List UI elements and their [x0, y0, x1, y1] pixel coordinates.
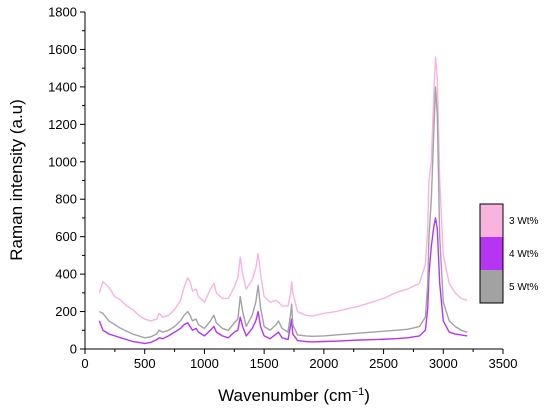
series-line-1	[98, 56, 468, 322]
x-tick-label: 2000	[309, 356, 338, 371]
x-tick-label: 1500	[250, 356, 279, 371]
legend-label-2: 4 Wt%	[509, 249, 539, 260]
y-tick-label: 1600	[48, 42, 77, 57]
x-axis-title-close: )	[364, 386, 370, 405]
y-tick-label: 1800	[48, 5, 77, 20]
legend-swatch-3	[480, 270, 503, 303]
y-tick-label: 400	[55, 267, 77, 282]
y-tick-label: 1400	[48, 79, 77, 94]
legend: 3 Wt% 4 Wt% 5 Wt%	[479, 203, 539, 304]
y-axis-title: Raman intensity (a.u)	[7, 99, 26, 261]
ticks-layer: 0 500 1000 1500 2000 2500 3000 3500 0 200 400 600 80…	[48, 5, 517, 372]
y-tick-label: 1200	[48, 117, 77, 132]
y-tick-label: 800	[55, 192, 77, 207]
y-tick-label: 1000	[48, 154, 77, 169]
series-layer	[98, 56, 468, 345]
x-tick-label: 1000	[190, 356, 219, 371]
y-tick-label: 600	[55, 229, 77, 244]
x-axis-title-main: Wavenumber (cm	[218, 386, 352, 405]
x-tick-label: 0	[81, 356, 88, 371]
x-tick-label: 3500	[489, 356, 518, 371]
x-axis-title-sup: −1	[352, 386, 365, 398]
x-axis-title: Wavenumber (cm−1)	[218, 386, 370, 405]
x-tick-label: 500	[134, 356, 156, 371]
legend-swatch-2	[480, 237, 503, 270]
series-line-2	[98, 217, 468, 345]
y-tick-label: 0	[70, 342, 77, 357]
series-line-3	[99, 86, 468, 339]
x-tick-label: 3000	[429, 356, 458, 371]
legend-swatch-1	[480, 204, 503, 237]
y-tick-label: 200	[55, 304, 77, 319]
legend-label-1: 3 Wt%	[509, 216, 539, 227]
legend-label-3: 5 Wt%	[509, 282, 539, 293]
x-tick-label: 2500	[369, 356, 398, 371]
legend-border	[479, 203, 504, 304]
